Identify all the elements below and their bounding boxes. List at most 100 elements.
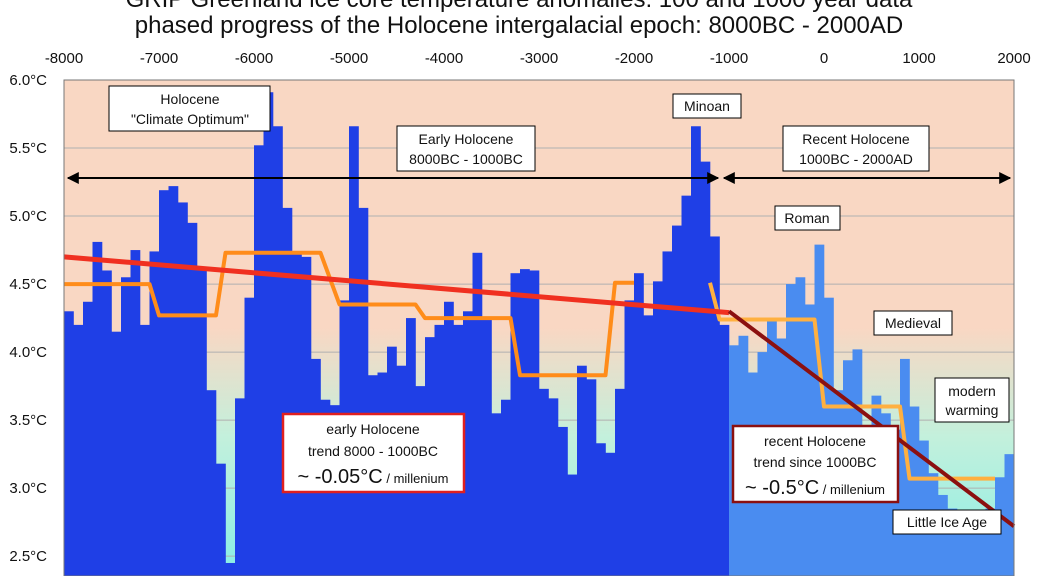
early-bar [225,562,236,576]
early-bar [121,277,131,576]
modern-warming-line-1: modern [948,383,995,399]
svg-text:~ -0.05°C / millenium: ~ -0.05°C / millenium [297,466,448,488]
recent-trend-line [727,309,1016,528]
early-bar [206,390,217,576]
early-bar [349,126,359,576]
early-bar [643,315,654,576]
early-bar [197,270,207,576]
early-bar [140,324,150,576]
early-bar [92,241,103,576]
early-trend-value: ~ -0.05°C [297,466,382,488]
y-tick-label: 6.0°C [9,72,47,89]
recent-bar [985,508,996,576]
early-bar [111,331,122,576]
early-bar [254,145,264,576]
early-bar [358,207,369,576]
recent-trend-value: ~ -0.5°C [745,477,819,499]
early-millennial-line [64,250,634,378]
x-tick-label: -2000 [615,50,653,67]
annotation-roman: Roman [774,205,841,231]
annotation-little-ice-age: Little Ice Age [892,509,1002,535]
y-axis-ticks: 6.0°C 5.5°C 5.0°C 4.5°C 4.0°C 3.5°C 3.0°C 2.5°C [9,72,47,565]
annotation-recent-trend: recent Holocene trend since 1000BC ~ -0.… [731,424,900,504]
early-trend-line-2: trend 8000 - 1000BC [308,443,438,459]
trend-lines [63,250,1016,528]
early-bar [491,413,502,576]
early-bar [159,190,169,576]
recent-holocene-line-2: 1000BC - 2000AD [799,151,913,167]
x-tick-label: -3000 [520,50,558,67]
x-tick-label: 0 [820,50,828,67]
recent-bar [957,518,967,576]
y-tick-label: 3.5°C [9,412,47,429]
recent-bar [862,440,872,576]
early-bar [273,126,283,576]
x-tick-label: -8000 [45,50,83,67]
early-bar [567,474,578,576]
y-tick-label: 5.5°C [9,140,47,157]
recent-millennial-line [708,282,995,481]
early-bar [263,92,274,576]
annotation-minoan: Minoan [672,93,742,119]
early-bar [149,251,160,576]
early-bar [64,311,74,576]
early-bar [83,301,93,576]
early-bar [577,365,587,576]
annotation-medieval: Medieval [873,310,953,336]
early-bar [548,398,559,576]
recent-bar [1004,454,1015,576]
plot-border [63,79,1015,576]
x-axis-ticks: -8000 -7000 -6000 -5000 -4000 -3000 -2000 -1000… [45,50,1031,67]
chart-title-line-1: GRIP Greenland ice core temperature anom… [0,0,1038,14]
x-tick-label: -7000 [140,50,178,67]
early-bar [472,252,483,576]
early-bar [168,186,179,576]
recent-holocene-line-1: Recent Holocene [802,131,910,147]
early-holocene-line-2: 8000BC - 1000BC [409,151,523,167]
little-ice-age-label: Little Ice Age [907,514,987,530]
recent-trend-unit: / millenium [819,482,885,497]
x-tick-label: 2000 [997,50,1030,67]
early-bar [681,195,692,576]
early-bar [282,207,293,576]
recent-bar [814,244,825,576]
early-bar [244,297,255,576]
early-bar [672,225,682,576]
y-tick-label: 4.5°C [9,276,47,293]
annotation-climate-optimum: Holocene "Climate Optimum" [108,85,271,132]
y-tick-label: 3.0°C [9,480,47,497]
early-bar [130,250,141,576]
recent-trend-line-1: recent Holocene [764,433,866,449]
early-holocene-line-1: Early Holocene [419,131,514,147]
recent-bar [947,508,958,576]
recent-trend-line-2: trend since 1000BC [754,454,877,470]
early-bar [662,251,673,576]
early-trend-unit: / millenium [383,471,449,486]
early-trend-line-1: early Holocene [326,421,420,437]
x-tick-label: -4000 [425,50,463,67]
y-tick-label: 2.5°C [9,548,47,565]
early-bar [73,324,84,576]
early-bar [187,222,198,576]
annotation-early-trend: early Holocene trend 8000 - 1000BC ~ -0.… [281,412,466,494]
early-bar [235,398,245,576]
recent-bar [900,358,910,576]
early-bar [510,273,521,576]
x-tick-label: 1000 [902,50,935,67]
early-bar [529,270,540,576]
recent-bar [938,494,948,576]
early-bar [216,463,226,576]
recent-bar [919,440,929,576]
early-bar [700,161,711,576]
y-tick-label: 5.0°C [9,208,47,225]
early-bar [558,426,568,576]
early-bar [691,126,701,576]
early-bar [178,202,188,576]
climate-optimum-line-2: "Climate Optimum" [131,111,249,127]
recent-bar [909,406,920,576]
early-bar [539,388,549,576]
climate-optimum-line-1: Holocene [160,91,219,107]
early-bar [605,452,616,576]
x-tick-label: -5000 [330,50,368,67]
